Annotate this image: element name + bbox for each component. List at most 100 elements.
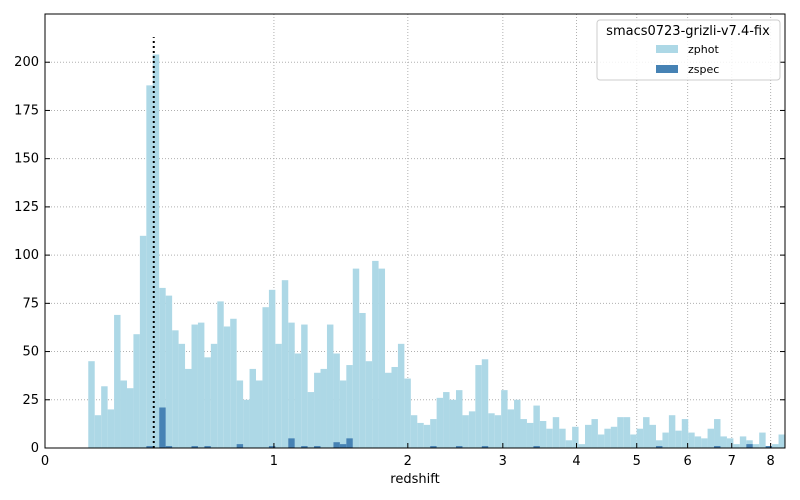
y-tick-label: 100	[14, 248, 39, 263]
y-tick-label: 25	[22, 393, 39, 408]
zphot-bar	[314, 372, 321, 448]
zphot-bar	[210, 343, 218, 448]
zphot-bar	[655, 440, 663, 448]
zphot-bar	[262, 307, 269, 448]
zphot-bar	[772, 444, 779, 448]
y-tick-label: 0	[31, 441, 39, 456]
zphot-bar	[559, 428, 566, 448]
x-tick-label: 0	[41, 454, 49, 469]
zspec-bar	[455, 446, 463, 448]
x-tick-label: 5	[633, 454, 641, 469]
zphot-bar	[126, 388, 134, 448]
zphot-bar	[365, 361, 373, 448]
zphot-bar	[675, 430, 682, 448]
zphot-bar	[630, 434, 637, 448]
plot-frame	[44, 13, 786, 449]
legend-title: smacs0723-grizli-v7.4-fix	[606, 24, 770, 39]
zphot-bar	[230, 318, 237, 448]
zphot-bar	[546, 428, 553, 448]
y-tick-label: 150	[14, 152, 39, 167]
zspec-bar	[314, 446, 321, 448]
zphot-bar	[714, 419, 721, 448]
zphot-bar	[501, 390, 508, 448]
zspec-bar	[288, 438, 295, 448]
zphot-bar	[526, 422, 534, 448]
zphot-bar	[443, 392, 450, 448]
legend-box	[596, 19, 781, 81]
zphot-bar	[256, 380, 263, 448]
zphot-bar	[410, 415, 418, 448]
zphot-bar	[404, 378, 411, 448]
zspec-bar	[236, 444, 244, 448]
zphot-bar	[281, 280, 289, 448]
zphot-bar	[688, 432, 695, 448]
zphot-bar	[385, 372, 392, 448]
legend-swatch-zspec	[656, 65, 678, 73]
zphot-bar	[326, 324, 334, 448]
zphot-bar	[114, 314, 121, 448]
zphot-bar	[507, 409, 515, 448]
zphot-bar	[720, 436, 727, 448]
zphot-bar	[752, 444, 760, 448]
zphot-bar	[359, 312, 366, 448]
zspec-bar	[655, 446, 663, 448]
x-axis-label: redshift	[390, 472, 439, 487]
zphot-bar	[178, 343, 186, 448]
x-tick-label: 4	[572, 454, 580, 469]
legend-label-zphot: zphot	[688, 43, 719, 56]
zphot-bar	[223, 326, 231, 448]
zphot-bar	[572, 426, 579, 448]
zphot-bar	[481, 359, 489, 448]
zphot-bar	[694, 436, 702, 448]
zphot-bars	[88, 54, 785, 449]
zphot-bar	[778, 434, 785, 448]
zphot-bar	[423, 424, 431, 448]
zphot-bar	[165, 295, 173, 448]
y-tick-label: 75	[22, 296, 39, 311]
zphot-bar	[417, 422, 424, 448]
legend-swatch-zphot	[656, 45, 678, 53]
y-tick-label: 50	[22, 345, 39, 360]
zphot-bar	[307, 392, 315, 448]
zphot-bar	[185, 368, 192, 448]
zphot-bar	[681, 419, 689, 448]
zphot-bar	[759, 432, 766, 448]
zspec-bar	[746, 444, 753, 448]
zphot-bar	[152, 54, 160, 449]
zspec-bar	[204, 446, 211, 448]
zphot-bar	[636, 428, 644, 448]
zphot-bar	[623, 417, 631, 448]
zphot-bar	[610, 426, 618, 448]
zspec-bar	[165, 446, 173, 448]
zspec-bar	[268, 446, 276, 448]
zspec-bar	[346, 438, 353, 448]
zphot-bar	[372, 260, 379, 448]
zphot-bar	[217, 301, 224, 448]
zspec-bar	[765, 446, 773, 448]
zspec-bar	[533, 446, 540, 448]
zphot-bar	[378, 268, 386, 448]
zphot-bar	[430, 419, 437, 448]
zphot-bar	[520, 419, 527, 448]
legend: smacs0723-grizli-v7.4-fix zphot zspec	[596, 19, 781, 81]
x-tick-label: 1	[270, 454, 278, 469]
legend-label-zspec: zspec	[688, 63, 719, 76]
zspec-bars	[146, 407, 773, 448]
zphot-bar	[288, 322, 295, 448]
zphot-bar	[320, 368, 327, 448]
zphot-bar	[591, 419, 598, 448]
zphot-bar	[739, 436, 747, 448]
zphot-bar	[120, 380, 127, 448]
zphot-bar	[159, 287, 166, 448]
zspec-bar	[339, 444, 347, 448]
zphot-bar	[301, 324, 308, 448]
zphot-bar	[139, 235, 147, 448]
y-tick-label: 125	[14, 200, 39, 215]
zphot-bar	[662, 432, 669, 448]
zphot-bar	[449, 399, 456, 448]
x-tick-label: 6	[684, 454, 692, 469]
zphot-bar	[668, 415, 676, 448]
zphot-bar	[391, 366, 398, 448]
zspec-bar	[714, 446, 721, 448]
zphot-bar	[275, 343, 282, 448]
